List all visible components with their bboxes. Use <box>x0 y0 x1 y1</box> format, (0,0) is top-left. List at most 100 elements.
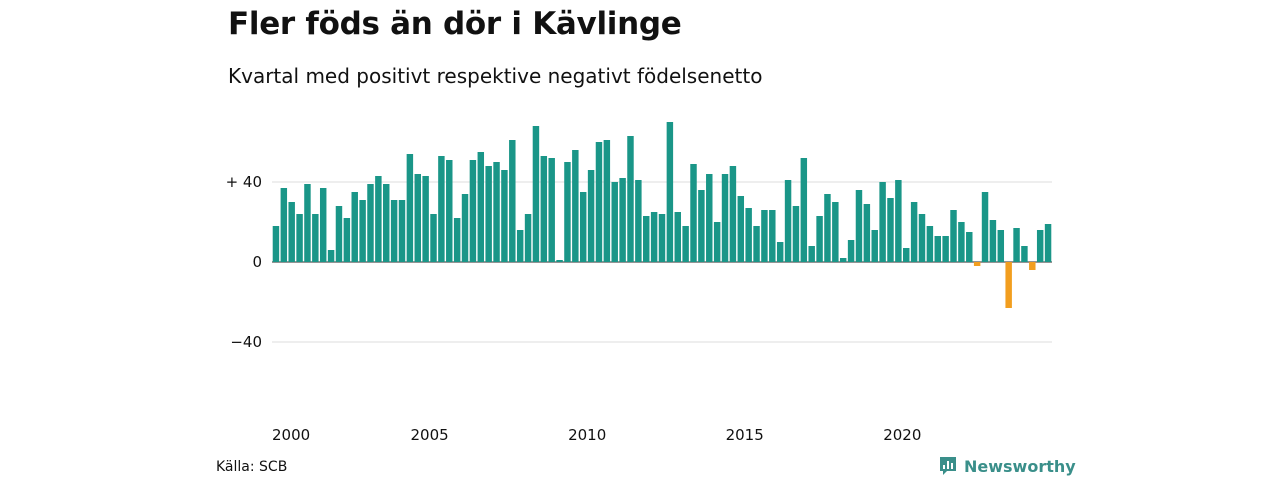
bar <box>469 160 477 262</box>
bar <box>319 188 327 262</box>
bar <box>942 236 949 262</box>
brand-logo: Newsworthy <box>938 455 1076 477</box>
bar <box>887 198 894 262</box>
bar <box>847 240 855 262</box>
bar <box>776 242 784 262</box>
bar <box>572 150 579 262</box>
x-tick-label: 2005 <box>411 426 449 444</box>
bar <box>784 180 792 262</box>
y-tick-label: + 40 <box>226 173 262 191</box>
bar <box>950 210 957 262</box>
bar <box>753 226 760 262</box>
bar <box>501 170 508 262</box>
y-tick-label: 0 <box>252 253 262 271</box>
bar <box>871 230 878 262</box>
bar <box>619 178 626 262</box>
bar <box>524 214 532 262</box>
bar <box>461 194 469 262</box>
brand-name: Newsworthy <box>964 456 1076 476</box>
bar <box>485 166 492 262</box>
bar <box>1036 230 1044 262</box>
bar <box>414 174 421 262</box>
bar <box>666 122 674 262</box>
bar <box>918 214 926 262</box>
bar <box>792 206 800 262</box>
bar <box>643 216 650 262</box>
bar <box>493 162 500 262</box>
x-tick-label: 2015 <box>726 426 764 444</box>
bar <box>1021 246 1028 262</box>
bar <box>312 214 319 262</box>
bar <box>579 192 587 262</box>
bars <box>272 122 1052 308</box>
bar <box>453 218 461 262</box>
y-tick-label: −40 <box>230 333 262 351</box>
bar <box>926 226 934 262</box>
bar <box>824 194 831 262</box>
bar <box>304 184 311 262</box>
bar <box>532 126 540 262</box>
bar <box>839 258 847 262</box>
y-axis-ticks: + 40 0 −40 <box>226 173 262 351</box>
bar <box>910 202 918 262</box>
bar <box>1044 224 1052 262</box>
bar <box>934 236 941 262</box>
x-tick-label: 2000 <box>272 426 310 444</box>
bar <box>729 166 737 262</box>
bar <box>1029 262 1036 270</box>
bar <box>721 174 729 262</box>
bar <box>343 218 351 262</box>
bar <box>516 230 524 262</box>
bar <box>682 226 689 262</box>
bar <box>430 214 437 262</box>
bar <box>477 152 485 262</box>
bar <box>650 212 658 262</box>
bar <box>446 160 453 262</box>
bar <box>737 196 745 262</box>
bar <box>674 212 681 262</box>
chart-logo-icon <box>940 457 956 475</box>
x-axis-ticks: 2000 2005 2010 2015 2020 <box>272 426 921 444</box>
bar <box>816 216 823 262</box>
source-note: Källa: SCB <box>216 459 288 475</box>
bar <box>879 182 886 262</box>
bar <box>272 226 280 262</box>
bar <box>422 176 429 262</box>
bar <box>761 210 768 262</box>
bar <box>438 156 445 262</box>
bar <box>966 232 973 262</box>
bar <box>556 260 563 262</box>
bar <box>540 156 548 262</box>
bar <box>367 184 374 262</box>
bar <box>375 176 382 262</box>
bar <box>548 158 555 262</box>
bar <box>895 180 902 262</box>
bar <box>658 214 666 262</box>
bar <box>603 140 611 262</box>
x-tick-label: 2020 <box>883 426 921 444</box>
bar <box>958 222 965 262</box>
bar <box>635 180 642 262</box>
bar <box>832 202 839 262</box>
bar <box>706 174 713 262</box>
bar <box>690 164 697 262</box>
bar <box>509 140 516 262</box>
bar <box>383 184 390 262</box>
bar <box>1005 262 1012 308</box>
bar <box>863 204 871 262</box>
bar <box>390 200 398 262</box>
bar <box>997 230 1005 262</box>
bar <box>280 188 288 262</box>
bar <box>335 206 343 262</box>
bar <box>406 154 414 262</box>
bar <box>359 200 366 262</box>
bar <box>981 192 989 262</box>
bar <box>327 250 335 262</box>
bar <box>587 170 595 262</box>
bar <box>564 162 571 262</box>
bar <box>800 158 808 262</box>
bar <box>745 208 752 262</box>
bar <box>769 210 776 262</box>
chart-title: Fler föds än dör i Kävlinge <box>228 6 682 42</box>
